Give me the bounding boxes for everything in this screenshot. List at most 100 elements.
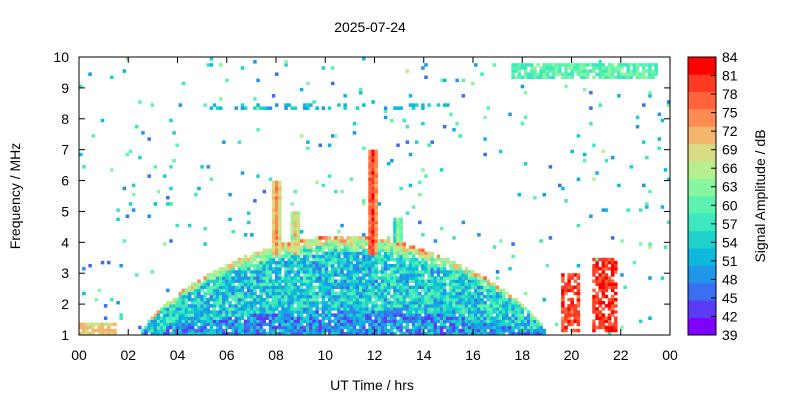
heatmap-cell (162, 325, 167, 330)
heatmap-cell (405, 313, 410, 317)
heatmap-cell (268, 319, 273, 324)
heatmap-cell (421, 267, 425, 271)
heatmap-cell (393, 270, 397, 274)
heatmap-cell (197, 282, 201, 286)
heatmap-cell (427, 316, 431, 320)
heatmap-cell (567, 282, 571, 286)
heatmap-cell (312, 263, 316, 268)
heatmap-cell (159, 322, 164, 327)
heatmap-cell (268, 260, 273, 265)
heatmap-cell (558, 66, 562, 70)
heatmap-cell (321, 267, 326, 271)
heatmap-cell (315, 180, 319, 185)
heatmap-cell (271, 307, 276, 311)
heatmap-cell (365, 316, 369, 320)
heatmap-cell (368, 196, 372, 200)
heatmap-cell (399, 291, 403, 296)
heatmap-cell (290, 304, 295, 308)
heatmap-cell (237, 257, 242, 262)
heatmap-cell (352, 236, 357, 240)
heatmap-cell (268, 263, 273, 268)
heatmap-cell (526, 325, 531, 330)
heatmap-cell (614, 285, 618, 290)
heatmap-cell (290, 270, 295, 274)
heatmap-cell (259, 260, 263, 265)
heatmap-cell (371, 325, 375, 330)
heatmap-cell (430, 316, 434, 320)
heatmap-cell (570, 304, 574, 308)
heatmap-cell (433, 313, 438, 317)
heatmap-cell (399, 239, 403, 243)
heatmap-cell (523, 63, 528, 67)
heatmap-cell (589, 69, 593, 73)
heatmap-cell (225, 301, 229, 305)
heatmap-cell (346, 319, 351, 324)
heatmap-cell (511, 301, 515, 305)
heatmap-cell (592, 263, 596, 268)
heatmap-cell (548, 75, 553, 80)
heatmap-cell (306, 291, 310, 296)
heatmap-cell (452, 319, 456, 324)
heatmap-cell (362, 288, 366, 293)
heatmap-cell (467, 310, 472, 314)
heatmap-cell (439, 301, 444, 305)
heatmap-cell (480, 325, 484, 330)
heatmap-cell (309, 267, 313, 271)
heatmap-cell (281, 310, 285, 314)
heatmap-cell (169, 165, 173, 169)
heatmap-cell (287, 310, 291, 314)
heatmap-cell (374, 177, 379, 181)
heatmap-cell (181, 291, 186, 296)
heatmap-cell (371, 162, 375, 166)
heatmap-cell (293, 297, 298, 302)
heatmap-cell (393, 276, 397, 280)
heatmap-cell (576, 285, 581, 290)
heatmap-cell (368, 263, 372, 268)
heatmap-cell (474, 276, 478, 280)
heatmap-cell (505, 301, 509, 305)
heatmap-cell (449, 282, 453, 286)
heatmap-cell (225, 291, 229, 296)
heatmap-cell (393, 282, 397, 286)
heatmap-cell (467, 276, 472, 280)
heatmap-cell (399, 276, 403, 280)
heatmap-cell (489, 331, 494, 336)
heatmap-cell (433, 328, 438, 333)
heatmap-cell (489, 316, 494, 320)
heatmap-cell (259, 307, 263, 311)
heatmap-cell (377, 245, 382, 249)
heatmap-cell (234, 291, 239, 296)
heatmap-cell (262, 263, 267, 268)
heatmap-cell (442, 279, 447, 283)
heatmap-cell (290, 245, 295, 249)
heatmap-cell (271, 220, 276, 225)
heatmap-cell (290, 239, 295, 243)
heatmap-cell (408, 328, 413, 333)
heatmap-cell (386, 248, 391, 252)
heatmap-cell (371, 248, 375, 252)
y-tick-label: 4 (61, 234, 69, 250)
heatmap-cell (386, 322, 391, 327)
heatmap-cell (623, 285, 627, 290)
heatmap-cell (452, 328, 456, 333)
heatmap-cell (573, 319, 578, 324)
heatmap-cell (274, 242, 279, 246)
heatmap-cell (651, 69, 655, 73)
heatmap-cell (355, 304, 360, 308)
heatmap-cell (666, 100, 671, 104)
heatmap-cell (330, 270, 335, 274)
heatmap-cell (480, 72, 484, 76)
heatmap-cell (324, 313, 329, 317)
heatmap-cell (299, 257, 304, 262)
heatmap-cell (355, 301, 360, 305)
heatmap-cell (380, 263, 385, 268)
heatmap-cell (446, 294, 450, 299)
heatmap-cell (564, 63, 568, 67)
heatmap-cell (315, 291, 319, 296)
heatmap-cell (262, 328, 267, 333)
heatmap-cell (399, 223, 403, 228)
heatmap-cell (166, 304, 170, 308)
heatmap-cell (337, 257, 341, 262)
heatmap-cell (159, 316, 164, 320)
heatmap-cell (573, 279, 578, 283)
